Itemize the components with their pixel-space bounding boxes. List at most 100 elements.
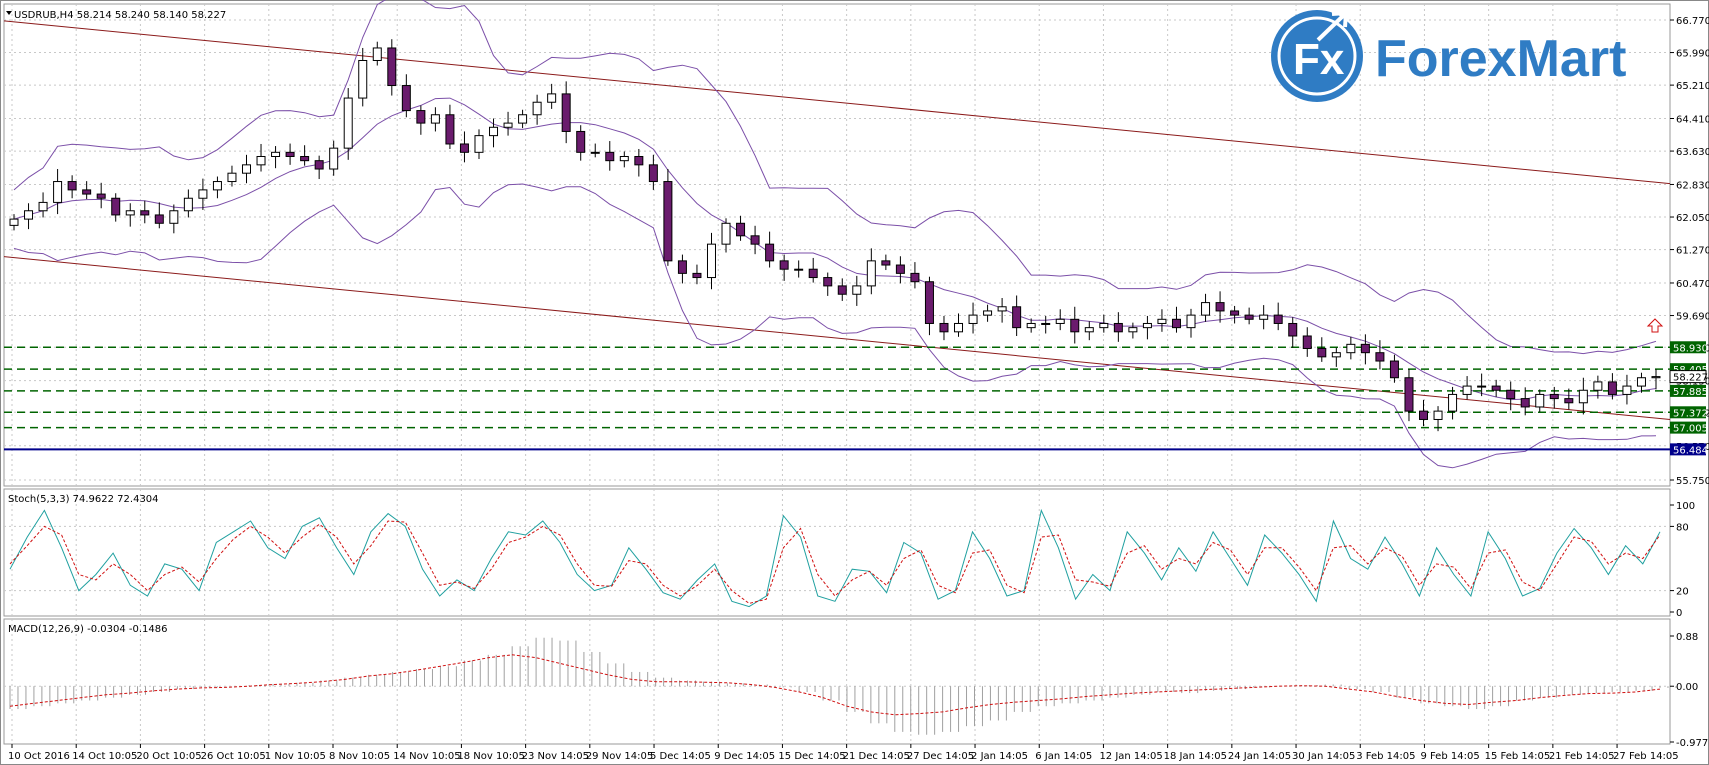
candle-bearish <box>67 181 77 191</box>
candle-bearish <box>96 193 106 199</box>
candle-bearish <box>459 143 469 153</box>
channel-line-lower <box>3 256 1671 420</box>
time-tick-label: 14 Oct 10:05 <box>72 751 137 762</box>
candle-bearish <box>692 272 702 279</box>
time-tick-label: 5 Dec 14:05 <box>650 751 711 762</box>
candle-bearish <box>140 210 150 216</box>
candle-bearish <box>1607 381 1617 395</box>
candle-bullish <box>1331 352 1341 358</box>
time-tick-label: 9 Dec 14:05 <box>714 751 775 762</box>
candle-bearish <box>605 151 615 162</box>
candle-bearish <box>1317 348 1327 358</box>
price-pane-frame <box>3 3 1671 487</box>
candle-bullish <box>1026 322 1036 329</box>
candle-bearish <box>1404 377 1414 412</box>
candle-bearish <box>1375 352 1385 362</box>
candle-bearish <box>634 155 644 166</box>
candle-bearish <box>401 85 411 112</box>
candle-bullish <box>1593 381 1603 391</box>
candle-bearish <box>1389 360 1399 379</box>
candle-bearish <box>1549 393 1559 400</box>
candle-bearish <box>154 214 164 224</box>
time-tick-label: 12 Jan 14:05 <box>1099 751 1162 762</box>
time-tick-label: 21 Dec 14:05 <box>843 751 910 762</box>
candle-bullish <box>721 222 731 245</box>
candle-bullish <box>1041 322 1051 325</box>
candle-bullish <box>1186 314 1196 329</box>
candle-bullish <box>1636 377 1646 387</box>
price-tick-label: 59.690 <box>1676 312 1709 323</box>
trend-channel[interactable] <box>3 20 1671 420</box>
candle-bearish <box>576 130 586 153</box>
forexmart-logo: Fx ForexMart <box>1271 10 1626 102</box>
candle-bearish <box>1230 310 1240 316</box>
support-levels[interactable]: 58.93058.40557.88557.37257.00556.48458.2… <box>4 341 1708 456</box>
candle-bearish <box>663 181 673 262</box>
candle-bearish <box>285 151 295 157</box>
time-tick-label: 23 Nov 14:05 <box>522 751 589 762</box>
macd-tick-label: -0.9773 <box>1676 738 1709 749</box>
logo-arrow-icon <box>1316 10 1349 42</box>
candle-bullish <box>1622 385 1632 395</box>
time-tick-label: 27 Dec 14:05 <box>907 751 974 762</box>
candle-bullish <box>866 260 876 287</box>
candle-bearish <box>1360 343 1370 354</box>
candle-bullish <box>474 135 484 153</box>
price-tick-label: 65.990 <box>1676 49 1709 60</box>
candle-bullish <box>329 147 339 170</box>
time-tick-label: 9 Feb 14:05 <box>1420 751 1479 762</box>
stochastic-grid <box>4 489 1670 616</box>
candle-bullish <box>1201 302 1211 316</box>
candle-bullish <box>532 101 542 116</box>
candle-bearish <box>1520 398 1530 408</box>
candle-bearish <box>445 114 455 145</box>
candle-bullish <box>547 93 557 103</box>
current-price-tag <box>1669 370 1707 384</box>
candle-bearish <box>924 281 934 324</box>
collapse-triangle-icon[interactable] <box>6 11 12 15</box>
price-tick-label: 65.210 <box>1676 81 1709 92</box>
candle-bullish <box>1157 318 1167 324</box>
stochastic-lines <box>9 508 1661 608</box>
stochastic-main-line <box>9 508 1661 608</box>
price-tick-label: 66.770 <box>1676 16 1709 27</box>
stochastic-pane[interactable]: 100 80 20 0 Stoch(5,3,3) 74.9622 72.4304 <box>3 488 1695 619</box>
candle-bearish <box>1070 318 1080 333</box>
candle-bullish <box>372 47 382 61</box>
candle-bullish <box>1535 393 1545 408</box>
support-price-label: 57.372 <box>1673 408 1708 419</box>
candle-bullish <box>125 210 135 216</box>
bollinger-bands <box>13 0 1657 469</box>
price-tick-label: 55.750 <box>1676 476 1709 487</box>
candle-bearish <box>1564 398 1574 404</box>
support-price-tag <box>1670 443 1706 456</box>
candle-bullish <box>1084 327 1094 333</box>
candle-bullish <box>1142 322 1152 329</box>
logo-badge-circle <box>1271 10 1363 102</box>
candle-bearish <box>111 197 121 216</box>
logo-badge-text: Fx <box>1293 35 1345 84</box>
candle-bearish <box>677 260 687 274</box>
time-tick-label: 29 Nov 14:05 <box>586 751 653 762</box>
candle-bullish <box>1259 314 1269 320</box>
support-price-tag <box>1670 341 1706 354</box>
candle-bullish <box>241 164 251 174</box>
candle-bearish <box>561 93 571 132</box>
macd-pane[interactable]: 0.88 0.00 -0.9773 MACD(12,26,9) -0.0304 -0… <box>3 618 1709 749</box>
macd-histogram <box>9 637 1677 735</box>
support-price-tag <box>1670 384 1706 397</box>
stochastic-tick-label: 100 <box>1676 501 1695 512</box>
price-tick-label: 61.270 <box>1676 246 1709 257</box>
candle-bearish <box>1491 385 1501 391</box>
price-tick-label: 63.630 <box>1676 147 1709 158</box>
price-pane[interactable]: 66.770 65.990 65.210 64.410 63.630 62.830 62.0… <box>3 0 1709 487</box>
time-tick-label: 3 Feb 14:05 <box>1356 751 1415 762</box>
candle-bullish <box>1346 343 1356 354</box>
time-tick-label: 1 Nov 10:05 <box>265 751 326 762</box>
candle-bearish <box>1288 322 1298 337</box>
candle-bearish <box>823 277 833 287</box>
time-tick-label: 18 Jan 14:05 <box>1164 751 1227 762</box>
candle-bullish <box>198 189 208 199</box>
support-price-tag <box>1670 421 1706 434</box>
candle-bullish <box>256 155 266 166</box>
